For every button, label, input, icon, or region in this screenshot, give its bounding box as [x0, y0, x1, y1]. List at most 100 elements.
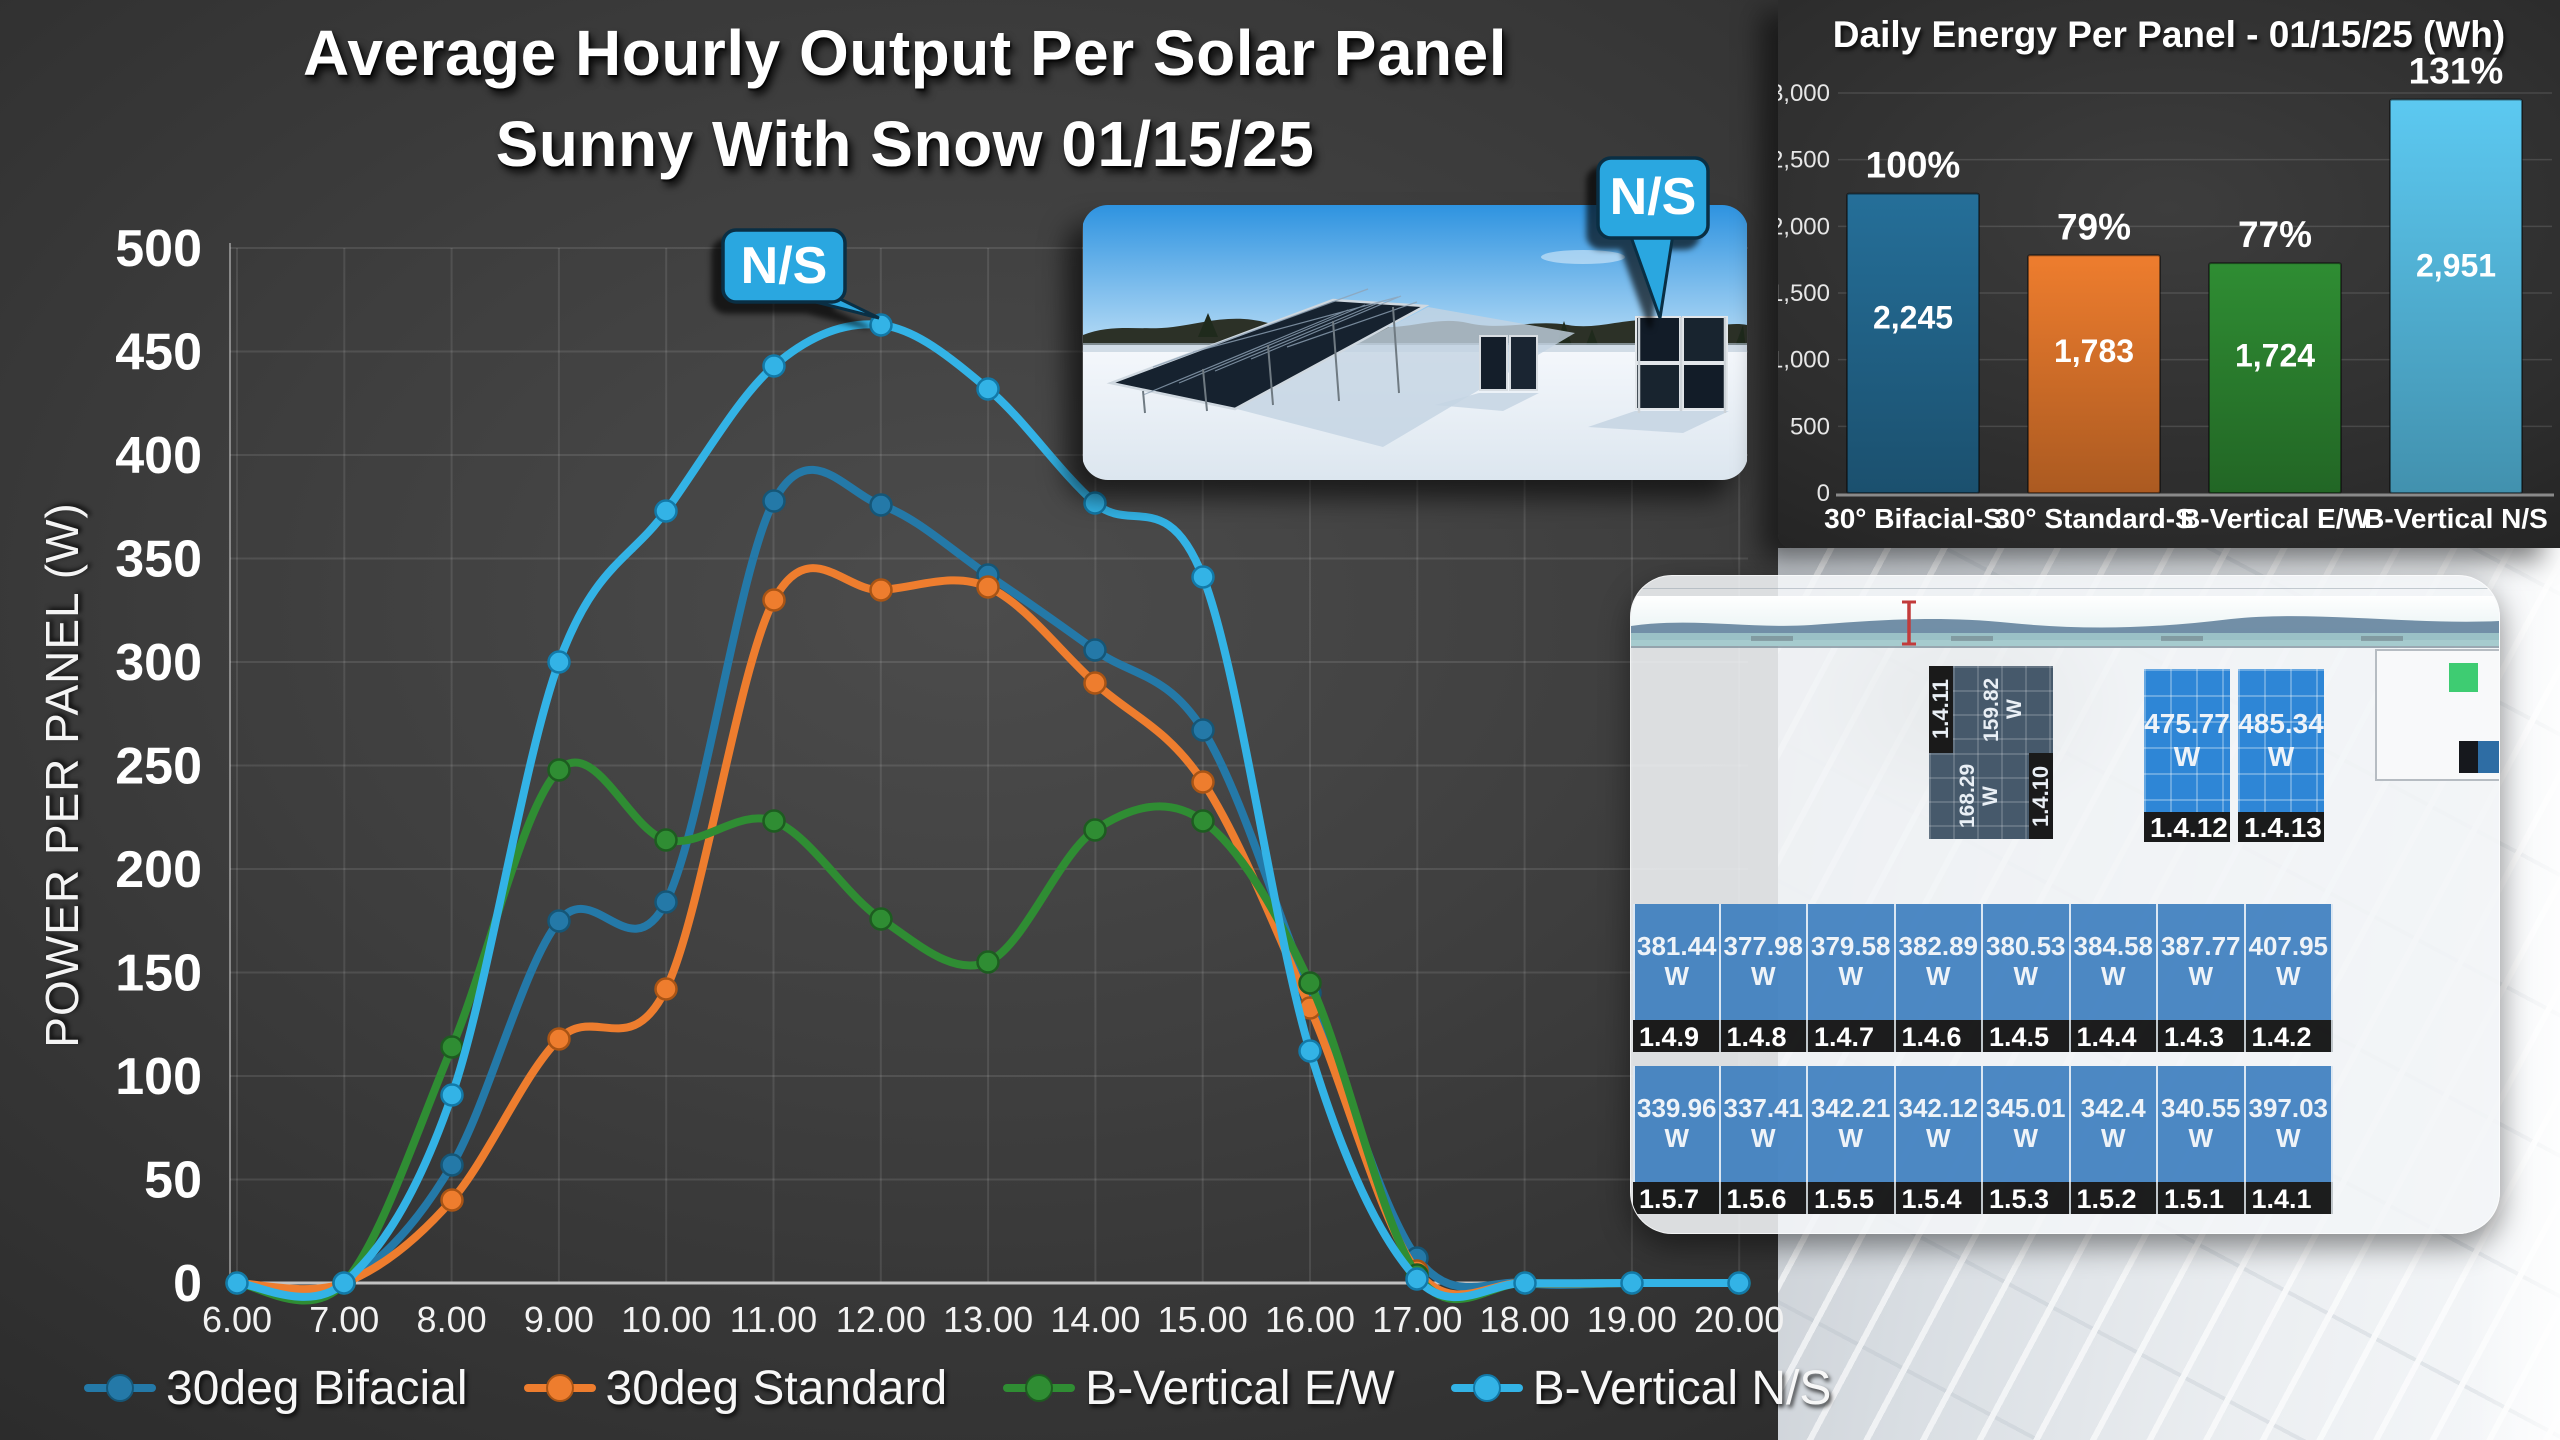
panel-cell-value: 340.55 W — [2160, 1093, 2241, 1153]
title-line-2: Sunny With Snow 01/15/25 — [495, 107, 1315, 180]
x-tick-label: 17.00 — [1372, 1299, 1462, 1340]
data-point — [762, 354, 786, 378]
panel-cell-value: 339.96 W — [1636, 1093, 1717, 1153]
data-point — [1191, 718, 1215, 742]
photo-ns-rack-panel — [1682, 363, 1728, 410]
y-tick-label: 3,000 — [1778, 80, 1830, 107]
time-tick — [1751, 636, 1793, 641]
data-point — [976, 377, 1000, 401]
data-point — [440, 1188, 464, 1212]
panel-cell-1.4.6: 382.89 W — [1895, 904, 1983, 1020]
data-point — [1191, 809, 1215, 833]
x-tick-label: 12.00 — [836, 1299, 926, 1340]
panel-id-strip: 1.4.11 — [1929, 666, 1953, 753]
x-tick-label: 15.00 — [1158, 1299, 1248, 1340]
panel-cell-value: 342.12 W — [1898, 1093, 1979, 1153]
y-tick-label: 0 — [1817, 480, 1830, 507]
photo-ns-rack-panel — [1635, 316, 1681, 363]
chart-legend: 30deg Bifacial 30deg Standard B-Vertical E… — [84, 1346, 1831, 1430]
panel-cell-value: 342.4 W — [2080, 1093, 2146, 1153]
legend-item-b-vertical-n-s: B-Vertical N/S — [1450, 1361, 1831, 1416]
panel-cell-value: 384.58 W — [2073, 931, 2154, 991]
panel-cell-id: 1.4.3 — [2158, 1020, 2246, 1052]
x-tick-label: 16.00 — [1265, 1299, 1355, 1340]
panel-cell-1.4.2: 407.95 W — [2245, 904, 2333, 1020]
legend-label: 30deg Standard — [605, 1361, 948, 1415]
photo-ns-rack-panel — [1682, 316, 1728, 363]
data-point — [1083, 671, 1107, 695]
panel-id-strip: 1.4.10 — [2029, 753, 2053, 839]
x-tick-label: 19.00 — [1587, 1299, 1677, 1340]
monitor-reflection: 381.44W377.98W379.58W382.89W380.53W384.5… — [1632, 1236, 2332, 1386]
data-point — [1405, 1267, 1429, 1291]
key-black-square — [2459, 741, 2478, 773]
photo-array-gridlines — [1142, 288, 1418, 396]
x-tick-label: 10.00 — [621, 1299, 711, 1340]
panel-cell-id: 1.5.6 — [1720, 1182, 1808, 1214]
legend-item-b-vertical-e-w: B-Vertical E/W — [1003, 1361, 1395, 1416]
y-tick-label: 1,500 — [1778, 280, 1830, 307]
panel-cell-1.5.4: 342.12 W — [1895, 1066, 1983, 1182]
bar-chart-title: Daily Energy Per Panel - 01/15/25 (Wh) — [1832, 14, 2506, 55]
panel-cell-value: 387.77 W — [2160, 931, 2241, 991]
data-point — [547, 1027, 571, 1051]
y-axis-title: POWER PER PANEL (W) — [36, 502, 88, 1048]
daily-energy-bar-chart: 0 500 1,000 1,500 2,000 2,500 3,000 2,245 100% 30… — [1778, 51, 2554, 534]
x-tick-label: 20.00 — [1694, 1299, 1784, 1340]
bar-value-label: 1,724 — [2235, 338, 2315, 374]
panel-cell-value: 337.41 W — [1723, 1093, 1804, 1153]
panel-cell-value: 381.44 W — [1636, 931, 1717, 991]
y-tick-label: 200 — [115, 841, 202, 899]
y-tick-label: 1,000 — [1778, 347, 1830, 374]
data-point — [762, 588, 786, 612]
monitor-row-1: 381.44 W 377.98 W 379.58 W 382.89 W 380.53 W 384.5… — [1633, 904, 2333, 1020]
data-point — [440, 1083, 464, 1107]
panel-cell-1.4.7: 379.58 W — [1808, 904, 1896, 1020]
legend-label: B-Vertical E/W — [1085, 1361, 1395, 1415]
legend-marker-dot — [1472, 1374, 1501, 1402]
photo-ns-rack-panel — [1635, 363, 1681, 410]
bar-value-label: 1,783 — [2054, 333, 2134, 369]
y-tick-label: 0 — [173, 1255, 202, 1313]
y-tick-label: 500 — [115, 220, 202, 278]
playhead[interactable] — [1902, 600, 1916, 646]
data-point — [869, 578, 893, 602]
legend-marker — [1003, 1374, 1076, 1402]
data-point — [869, 907, 893, 931]
data-point — [654, 890, 678, 914]
y-tick-label: 50 — [144, 1152, 202, 1210]
panel-tile-1-4-10: 168.29 W 1.4.10 — [1929, 753, 2053, 839]
panel-cell-id: 1.4.6 — [1895, 1020, 1983, 1052]
key-blue-square — [2478, 741, 2499, 773]
data-point — [332, 1271, 356, 1295]
panel-cell-1.4.1: 397.03 W — [2245, 1066, 2333, 1182]
panel-cell-value: 397.03 W — [2248, 1093, 2329, 1153]
data-point — [869, 313, 893, 337]
title-line-1: Average Hourly Output Per Solar Panel — [303, 17, 1507, 89]
legend-marker-dot — [106, 1374, 134, 1402]
legend-label: 30deg Bifacial — [166, 1361, 468, 1415]
panel-cell-value: 377.98 W — [1723, 931, 1804, 991]
panel-graphic: 485.34 W — [2238, 669, 2324, 812]
panel-tile-1-4-12: 475.77 W 1.4.12 — [2144, 669, 2230, 842]
data-point — [654, 828, 678, 852]
legend-marker-dot — [545, 1374, 574, 1402]
data-point — [440, 1153, 464, 1177]
data-point — [976, 575, 1000, 599]
data-point — [440, 1035, 464, 1059]
photo-mid-rack-shadow — [1435, 393, 1539, 411]
bar-percent-label: 100% — [1866, 145, 1961, 186]
data-point — [1727, 1271, 1751, 1295]
data-point — [1191, 565, 1215, 589]
panel-cell-id: 1.4.9 — [1633, 1020, 1721, 1052]
panel-graphic: 159.82 W — [1953, 666, 2053, 753]
data-point — [976, 950, 1000, 974]
panel-graphic: 475.77 W — [2144, 669, 2230, 812]
data-point — [1083, 491, 1107, 515]
x-tick-label: 6.00 — [202, 1299, 272, 1340]
bar-percent-label: 131% — [2409, 51, 2504, 92]
photo-array-legs — [1142, 306, 1400, 414]
y-tick-label: 500 — [1790, 413, 1830, 440]
callout-text: N/S — [1610, 168, 1697, 226]
